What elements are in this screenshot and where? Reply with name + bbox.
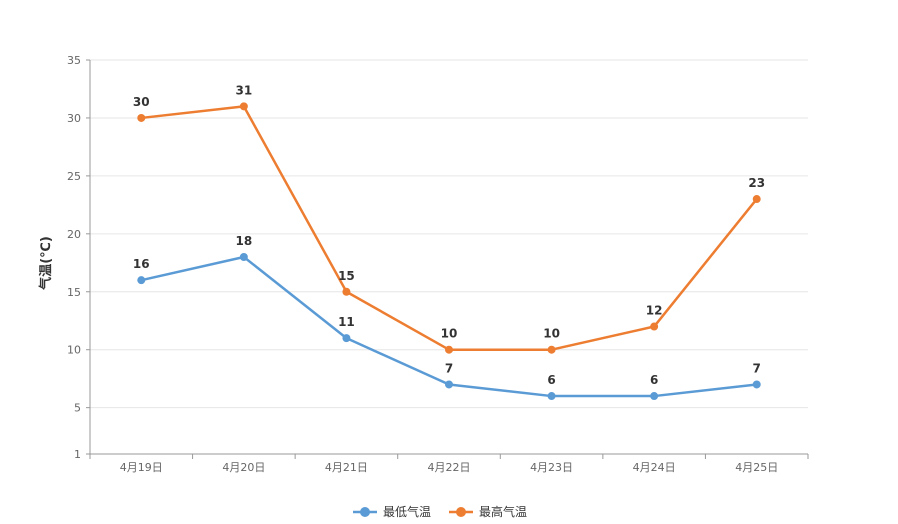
data-point[interactable] xyxy=(342,287,351,296)
y-axis-title: 气温(℃) xyxy=(38,236,54,290)
y-tick-label: 1 xyxy=(74,448,81,461)
legend-label: 最高气温 xyxy=(479,504,527,519)
data-label: 6 xyxy=(650,373,658,387)
data-label: 6 xyxy=(547,373,555,387)
data-point[interactable] xyxy=(547,392,556,401)
y-tick-label: 20 xyxy=(67,228,81,241)
data-point[interactable] xyxy=(342,334,351,343)
data-point[interactable] xyxy=(752,195,761,204)
data-label: 16 xyxy=(133,257,150,271)
y-tick-label: 25 xyxy=(67,170,81,183)
x-tick-label: 4月24日 xyxy=(633,461,676,474)
data-point[interactable] xyxy=(445,345,453,354)
data-label: 15 xyxy=(338,269,355,283)
data-label: 31 xyxy=(236,83,253,97)
data-label: 18 xyxy=(236,234,253,248)
x-tick-label: 4月22日 xyxy=(428,461,471,474)
y-tick-label: 35 xyxy=(67,54,81,67)
data-point[interactable] xyxy=(445,380,453,389)
data-point[interactable] xyxy=(239,253,248,261)
data-label-layer: 16 18 11 7 6 6 7 30 31 15 10 10 12 23 xyxy=(133,83,765,387)
y-tick-label: 10 xyxy=(67,344,81,357)
grid-layer xyxy=(90,59,808,409)
data-label: 10 xyxy=(543,327,560,341)
legend[interactable]: 最低气温 最高气温 xyxy=(353,504,527,519)
data-point[interactable] xyxy=(650,322,659,331)
data-point[interactable] xyxy=(752,380,761,389)
series-line-2 xyxy=(141,105,758,351)
data-label: 23 xyxy=(748,176,765,190)
legend-marker xyxy=(360,507,370,517)
series-layer xyxy=(137,102,761,401)
data-point[interactable] xyxy=(547,345,556,354)
x-tick-label: 4月20日 xyxy=(222,461,265,474)
x-tick-label: 4月21日 xyxy=(325,461,368,474)
data-point[interactable] xyxy=(239,102,248,111)
data-label: 11 xyxy=(338,315,355,329)
legend-marker xyxy=(456,507,466,517)
data-point[interactable] xyxy=(650,392,659,401)
data-label: 30 xyxy=(133,95,150,109)
legend-label: 最低气温 xyxy=(383,504,431,519)
data-point[interactable] xyxy=(137,113,146,122)
data-label: 12 xyxy=(646,304,663,318)
x-tick-label: 4月23日 xyxy=(530,461,573,474)
legend-item-2[interactable]: 最高气温 xyxy=(449,504,527,519)
legend-item-1[interactable]: 最低气温 xyxy=(353,504,431,519)
data-label: 7 xyxy=(445,361,453,375)
y-tick-label: 15 xyxy=(67,286,81,299)
x-tick-label: 4月19日 xyxy=(120,461,163,474)
data-label: 10 xyxy=(441,327,458,341)
data-point[interactable] xyxy=(137,276,146,285)
y-tick-label: 30 xyxy=(67,112,81,125)
x-tick-label: 4月25日 xyxy=(735,461,778,474)
data-label: 7 xyxy=(753,361,761,375)
y-tick-label: 5 xyxy=(74,402,81,415)
